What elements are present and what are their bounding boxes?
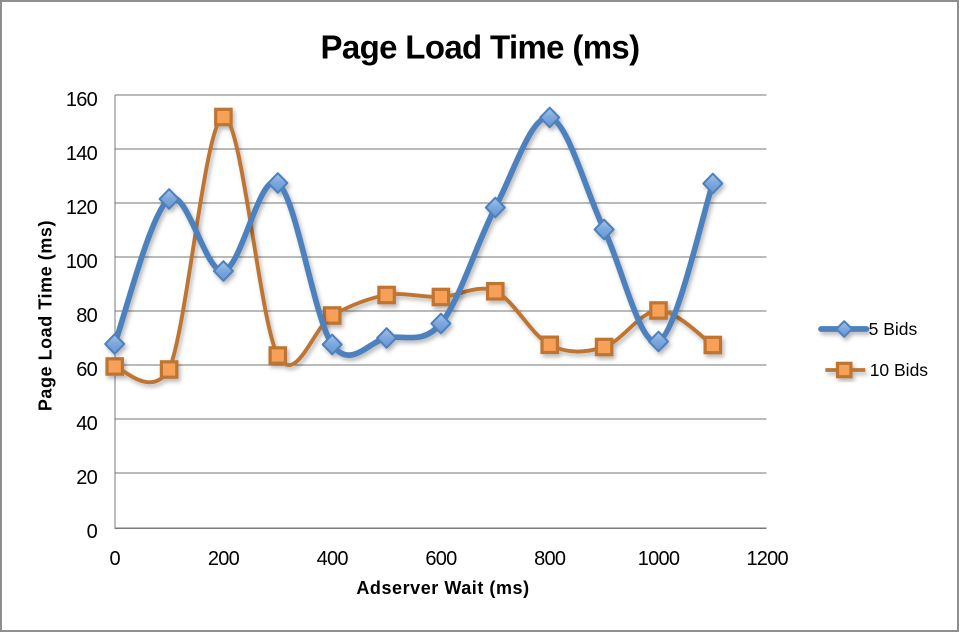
svg-text:600: 600 <box>425 548 457 570</box>
svg-text:40: 40 <box>76 413 97 435</box>
svg-text:60: 60 <box>76 359 97 381</box>
svg-text:0: 0 <box>110 548 121 570</box>
svg-text:1000: 1000 <box>638 548 680 570</box>
svg-text:1200: 1200 <box>746 548 788 570</box>
svg-text:140: 140 <box>66 143 98 165</box>
svg-text:10 Bids: 10 Bids <box>870 360 929 380</box>
svg-text:Page Load Time (ms): Page Load Time (ms) <box>36 220 56 411</box>
svg-text:5 Bids: 5 Bids <box>869 319 918 339</box>
svg-text:Adserver Wait (ms): Adserver Wait (ms) <box>356 578 529 598</box>
svg-text:160: 160 <box>66 89 98 111</box>
svg-text:400: 400 <box>317 548 349 570</box>
svg-text:20: 20 <box>76 467 97 489</box>
svg-text:100: 100 <box>66 251 98 273</box>
svg-text:200: 200 <box>208 548 240 570</box>
svg-text:120: 120 <box>66 197 98 219</box>
svg-text:800: 800 <box>534 548 566 570</box>
svg-text:Page Load Time (ms): Page Load Time (ms) <box>321 29 640 66</box>
svg-text:80: 80 <box>76 305 97 327</box>
svg-text:0: 0 <box>87 521 98 543</box>
